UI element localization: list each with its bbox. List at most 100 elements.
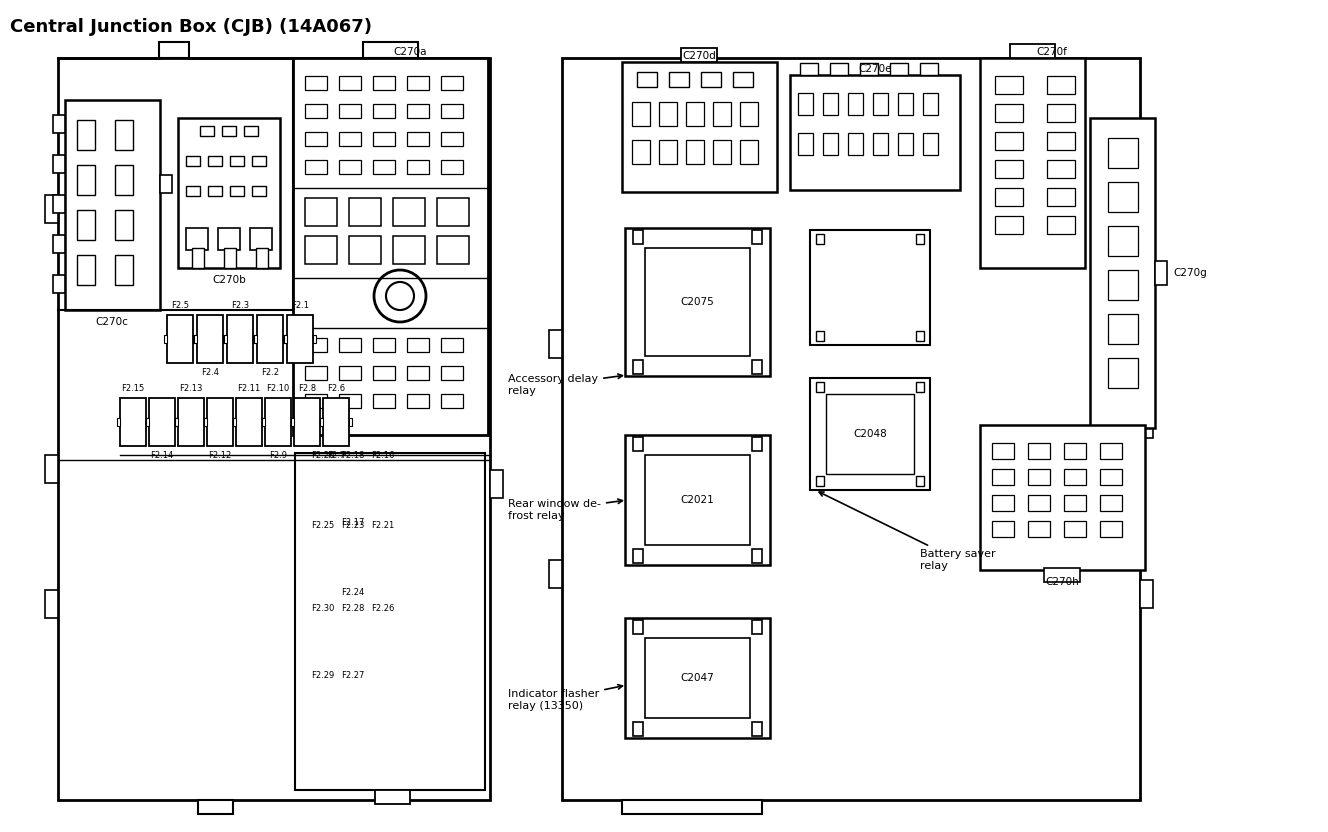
Bar: [305, 198, 337, 226]
Bar: [262, 418, 266, 426]
Bar: [45, 455, 58, 483]
Text: C270h: C270h: [1045, 577, 1078, 587]
Bar: [1011, 44, 1054, 58]
Text: Accessory delay
relay: Accessory delay relay: [509, 374, 623, 396]
Bar: [1028, 521, 1050, 537]
Bar: [1155, 261, 1167, 285]
Text: F2.15: F2.15: [121, 384, 145, 393]
Bar: [916, 331, 924, 341]
Bar: [258, 315, 283, 363]
Bar: [336, 638, 339, 646]
Bar: [305, 366, 327, 380]
Bar: [336, 485, 339, 493]
Bar: [291, 418, 293, 426]
Text: F2.2: F2.2: [262, 368, 279, 377]
Bar: [437, 198, 469, 226]
Bar: [309, 465, 336, 513]
Bar: [1108, 138, 1138, 168]
Bar: [1064, 495, 1086, 511]
Bar: [681, 48, 717, 62]
Bar: [1108, 226, 1138, 256]
Bar: [367, 485, 371, 493]
Text: Rear window de-
frost relay: Rear window de- frost relay: [509, 499, 623, 521]
Bar: [45, 195, 58, 223]
Bar: [562, 58, 1139, 800]
Bar: [849, 93, 863, 115]
Bar: [752, 230, 762, 244]
Text: F2.13: F2.13: [179, 384, 203, 393]
Bar: [305, 132, 327, 146]
Bar: [305, 160, 327, 174]
Bar: [337, 485, 340, 493]
Bar: [441, 338, 463, 352]
Bar: [340, 618, 367, 666]
Bar: [393, 236, 425, 264]
Bar: [810, 378, 930, 490]
Bar: [373, 104, 394, 118]
Bar: [810, 230, 930, 345]
Bar: [309, 618, 336, 666]
Bar: [266, 398, 291, 446]
Bar: [339, 160, 361, 174]
Bar: [992, 521, 1015, 537]
Bar: [367, 555, 371, 563]
Text: F2.18: F2.18: [341, 451, 365, 460]
Bar: [224, 335, 227, 343]
Bar: [293, 398, 320, 446]
Bar: [194, 335, 197, 343]
Bar: [669, 72, 689, 87]
Bar: [815, 331, 823, 341]
Bar: [437, 236, 469, 264]
Text: F2.29: F2.29: [311, 671, 335, 680]
Bar: [116, 210, 133, 240]
Bar: [625, 618, 770, 738]
Text: F2.6: F2.6: [327, 384, 345, 393]
Bar: [406, 76, 429, 90]
Bar: [340, 465, 367, 513]
Bar: [77, 255, 96, 285]
Bar: [339, 132, 361, 146]
Bar: [713, 102, 730, 126]
Bar: [295, 453, 485, 790]
Bar: [283, 335, 286, 343]
Bar: [287, 315, 313, 363]
Bar: [659, 102, 677, 126]
Bar: [201, 126, 214, 136]
Bar: [916, 234, 924, 244]
Bar: [339, 366, 361, 380]
Bar: [339, 338, 361, 352]
Bar: [53, 275, 65, 293]
Bar: [701, 72, 721, 87]
Bar: [740, 102, 758, 126]
Bar: [1100, 521, 1122, 537]
Text: F2.23: F2.23: [341, 521, 365, 530]
Bar: [830, 63, 849, 75]
Bar: [146, 418, 149, 426]
Bar: [373, 160, 394, 174]
Bar: [920, 63, 938, 75]
Bar: [441, 394, 463, 408]
Bar: [898, 93, 914, 115]
Bar: [441, 366, 463, 380]
Text: F2.7: F2.7: [327, 451, 345, 460]
Text: F2.4: F2.4: [201, 368, 219, 377]
Bar: [58, 58, 490, 800]
Text: F2.9: F2.9: [270, 451, 287, 460]
Bar: [305, 394, 327, 408]
Bar: [995, 104, 1023, 122]
Bar: [186, 228, 208, 250]
Bar: [406, 104, 429, 118]
Text: F2.16: F2.16: [372, 451, 394, 460]
Bar: [45, 590, 58, 618]
Bar: [250, 228, 272, 250]
Bar: [371, 535, 396, 583]
Bar: [995, 188, 1023, 206]
Text: C2048: C2048: [853, 429, 887, 439]
Bar: [244, 126, 258, 136]
Bar: [898, 133, 914, 155]
Bar: [916, 382, 924, 392]
Bar: [1046, 160, 1074, 178]
Bar: [995, 132, 1023, 150]
Bar: [1100, 495, 1122, 511]
Bar: [197, 315, 223, 363]
